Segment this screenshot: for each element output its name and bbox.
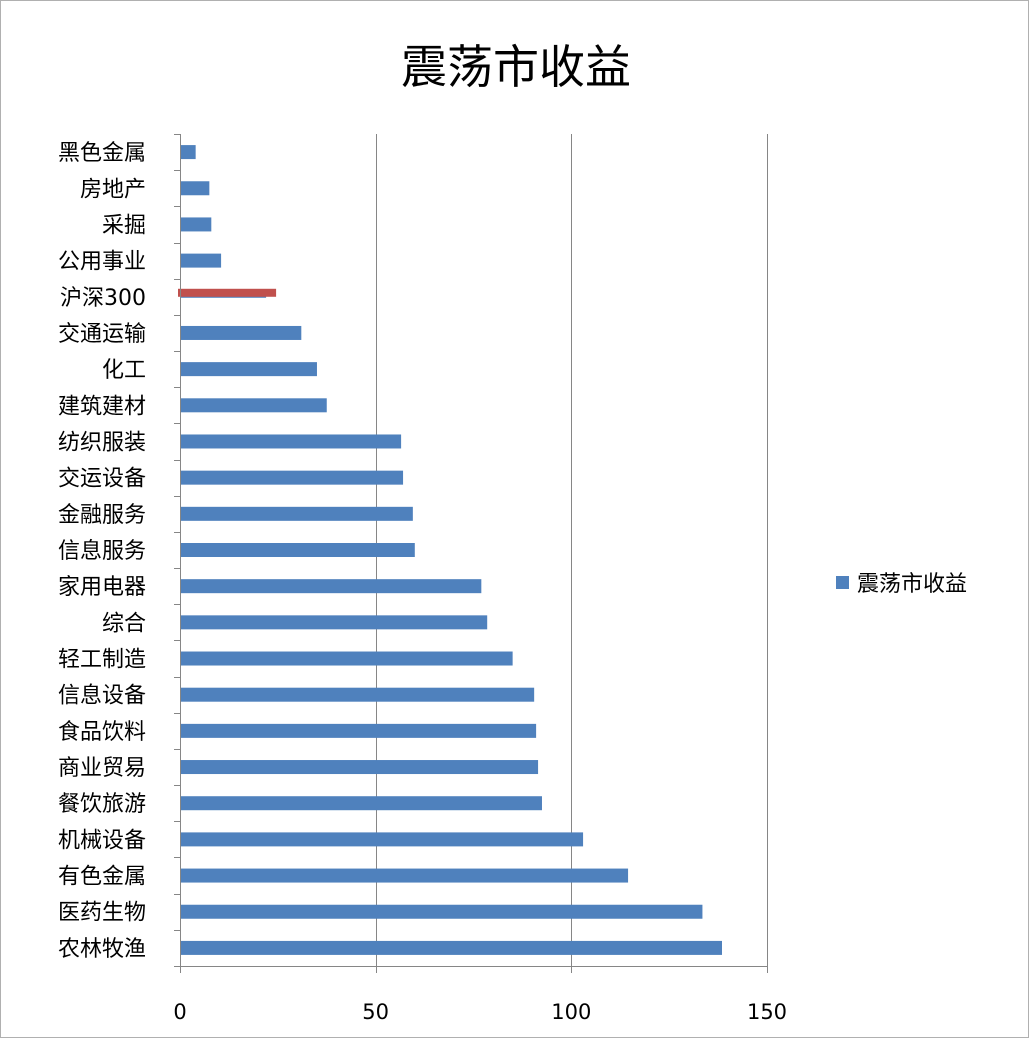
category-label: 医药生物 [58, 901, 146, 926]
category-label: 信息设备 [58, 684, 146, 709]
bar-13 [180, 615, 488, 630]
highlight-marker [178, 288, 277, 297]
bar-6 [180, 362, 317, 377]
x-tick-label: 0 [173, 1000, 186, 1024]
category-label: 有色金属 [58, 865, 146, 890]
bar-11 [180, 543, 415, 557]
category-label: 交运设备 [58, 467, 146, 492]
bar-21 [180, 904, 703, 919]
bar-0 [180, 145, 196, 160]
category-label: 化工 [102, 358, 146, 383]
category-label: 商业贸易 [58, 756, 146, 781]
axes [174, 134, 768, 973]
bar-12 [180, 579, 482, 594]
category-label: 沪深300 [60, 286, 146, 311]
bar-9 [180, 470, 404, 485]
category-label: 综合 [102, 611, 146, 636]
category-label: 家用电器 [58, 575, 146, 600]
legend-swatch [836, 576, 849, 589]
category-label: 金融服务 [58, 503, 146, 528]
bar-8 [180, 434, 402, 449]
category-label: 公用事业 [58, 250, 146, 275]
bar-17 [180, 760, 539, 775]
x-tick-label: 100 [551, 1000, 591, 1024]
category-label: 纺织服装 [58, 430, 146, 455]
bar-5 [180, 325, 302, 340]
legend: 震荡市收益 [836, 572, 967, 597]
category-label: 黑色金属 [58, 141, 146, 166]
x-tick-label: 50 [362, 1000, 389, 1024]
x-tick-label: 150 [747, 1000, 787, 1024]
category-label: 餐饮旅游 [58, 792, 146, 817]
category-label: 采掘 [102, 213, 146, 238]
category-label: 食品饮料 [58, 720, 146, 745]
bar-19 [180, 832, 584, 847]
category-label: 机械设备 [58, 828, 146, 853]
category-label: 房地产 [80, 177, 146, 202]
bar-10 [180, 506, 413, 521]
bar-20 [180, 868, 629, 883]
bar-16 [180, 723, 537, 738]
category-label: 信息服务 [58, 539, 146, 564]
bar-3 [180, 253, 222, 268]
bar-1 [180, 181, 210, 196]
bar-2 [180, 217, 212, 232]
bar-7 [180, 398, 327, 413]
legend-label: 震荡市收益 [857, 572, 967, 597]
chart-title: 震荡市收益 [401, 40, 631, 94]
x-tick-labels: 0 50 100 150 [173, 1000, 787, 1024]
bar-22 [180, 940, 722, 955]
bars [178, 145, 722, 955]
bar-14 [180, 651, 513, 666]
category-label: 交通运输 [58, 322, 146, 347]
category-label: 农林牧渔 [58, 937, 146, 962]
category-label: 建筑建材 [58, 394, 146, 419]
bar-15 [180, 687, 535, 702]
category-label: 轻工制造 [58, 648, 146, 673]
bar-18 [180, 796, 542, 811]
